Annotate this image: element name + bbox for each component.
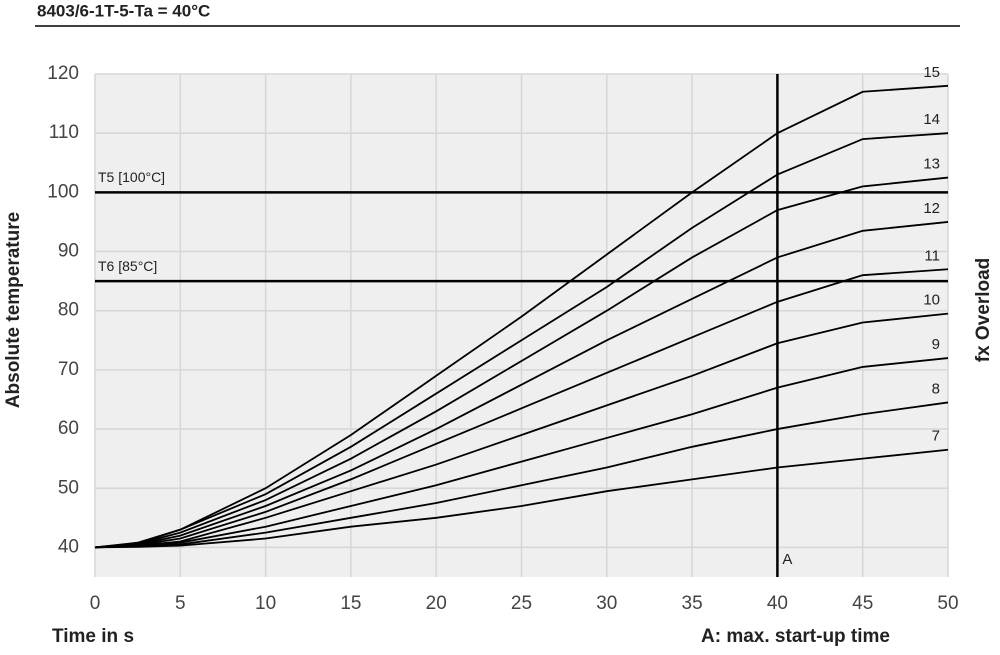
x-tick-label: 35	[682, 593, 703, 614]
x-tick-label: 10	[255, 593, 276, 614]
series-line	[94, 176, 949, 549]
reference-label: A	[782, 551, 792, 568]
series-label: 15	[923, 64, 940, 81]
y-tick-label: 40	[58, 536, 79, 557]
series-label: 10	[923, 292, 940, 309]
series-label: 13	[923, 156, 940, 173]
reference-label: T5 [100°C]	[98, 169, 165, 185]
y-tick-label: 70	[58, 359, 79, 380]
y-tick-label: 90	[58, 241, 79, 262]
x-tick-label: 25	[511, 593, 532, 614]
y-tick-label: 100	[47, 181, 79, 202]
x-tick-label: 40	[767, 593, 788, 614]
y-tick-label: 60	[58, 418, 79, 439]
series-label: 9	[932, 336, 940, 353]
x-tick-label: 30	[596, 593, 617, 614]
y2-axis-label: fx Overload	[973, 258, 994, 363]
series-line	[94, 221, 949, 549]
chart-title: 8403/6-1T-5-Ta = 40°C	[37, 1, 210, 20]
x-axis-label: Time in s	[52, 626, 134, 647]
series-line	[94, 268, 949, 549]
series-label: 12	[923, 200, 940, 217]
series-label: 11	[924, 247, 940, 264]
y-tick-label: 120	[47, 63, 79, 84]
series-line	[94, 84, 949, 549]
series-label: 8	[932, 380, 940, 397]
series-line	[94, 312, 949, 549]
series-line	[94, 448, 949, 549]
x-tick-label: 5	[175, 593, 186, 614]
series-label: 14	[923, 111, 940, 128]
series-line	[94, 401, 949, 549]
x-tick-label: 0	[90, 593, 101, 614]
x-tick-label: 15	[340, 593, 361, 614]
x-tick-label: 50	[937, 593, 958, 614]
x-tick-label: 45	[852, 593, 873, 614]
y-tick-label: 80	[58, 300, 79, 321]
x-tick-label: 20	[426, 593, 447, 614]
y-tick-label: 110	[49, 122, 79, 143]
series-label: 7	[932, 428, 940, 445]
note: A: max. start-up time	[701, 626, 890, 647]
reference-label: T6 [85°C]	[98, 258, 157, 274]
y-axis-label: Absolute temperature	[3, 212, 24, 408]
series-line	[94, 357, 949, 549]
y-tick-label: 50	[58, 477, 79, 498]
